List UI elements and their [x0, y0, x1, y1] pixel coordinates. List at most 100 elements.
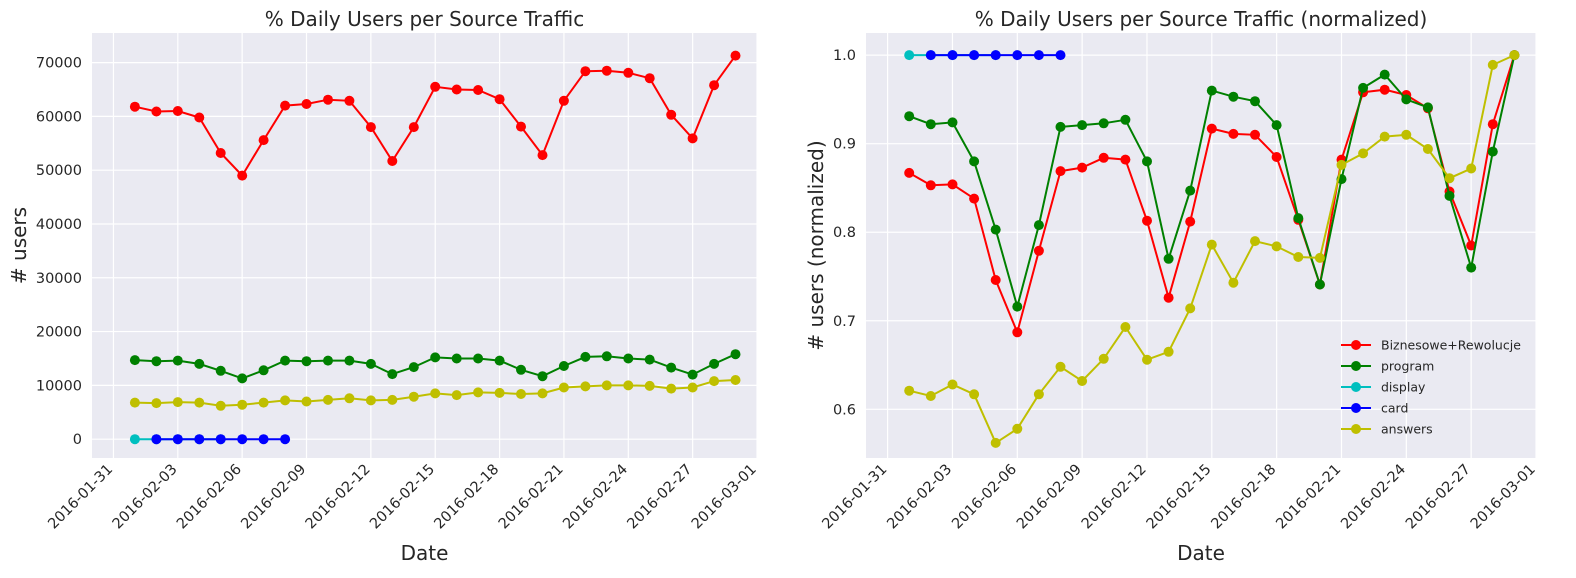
- data-point: [408, 391, 419, 402]
- data-point: [344, 355, 355, 366]
- data-point: [580, 66, 591, 77]
- data-point: [1077, 376, 1088, 386]
- data-point: [709, 358, 720, 369]
- data-point: [666, 383, 677, 394]
- data-point: [451, 390, 462, 401]
- legend-swatch-marker: [1351, 424, 1361, 434]
- data-point: [1012, 327, 1023, 338]
- data-point: [601, 351, 612, 362]
- data-point: [687, 382, 698, 393]
- data-point: [558, 361, 569, 371]
- data-point: [1271, 152, 1282, 162]
- data-point: [1271, 241, 1282, 252]
- data-point: [925, 180, 936, 191]
- legend-swatch-marker: [1351, 361, 1361, 371]
- data-point: [494, 355, 505, 366]
- x-tick-label: 2016-03-01: [1468, 462, 1539, 533]
- x-tick-labels-left: 2016-01-312016-02-032016-02-062016-02-09…: [45, 462, 759, 533]
- data-point: [925, 50, 936, 61]
- data-point: [1358, 82, 1369, 93]
- data-point: [1293, 213, 1304, 224]
- data-point: [258, 434, 269, 445]
- data-point: [1444, 173, 1455, 184]
- y-tick-label: 0.8: [833, 225, 856, 241]
- data-point: [601, 380, 612, 391]
- data-point: [537, 388, 548, 399]
- data-point: [430, 352, 441, 363]
- data-point: [237, 170, 248, 181]
- data-point: [365, 358, 376, 369]
- data-point: [430, 388, 441, 399]
- data-point: [1055, 361, 1066, 372]
- data-point: [387, 394, 398, 405]
- data-point: [687, 133, 698, 144]
- data-point: [1401, 94, 1412, 105]
- data-point: [1379, 84, 1390, 95]
- data-point: [129, 355, 140, 366]
- y-tick-label: 60000: [36, 109, 82, 125]
- data-point: [1120, 322, 1131, 332]
- data-point: [644, 73, 655, 84]
- data-point: [301, 396, 312, 407]
- data-point: [194, 112, 205, 123]
- x-tick-label: 2016-01-31: [820, 462, 891, 533]
- data-point: [1250, 96, 1260, 107]
- legend-entry: program: [1381, 359, 1434, 374]
- data-point: [730, 375, 741, 385]
- x-tick-label: 2016-02-18: [1209, 462, 1280, 533]
- data-point: [365, 122, 376, 133]
- x-tick-label: 2016-02-12: [1079, 462, 1150, 533]
- data-point: [1033, 220, 1044, 231]
- x-tick-label: 2016-02-21: [496, 462, 567, 533]
- data-point: [1077, 162, 1088, 173]
- data-point: [473, 387, 484, 398]
- data-point: [580, 381, 591, 392]
- data-point: [215, 434, 226, 445]
- data-point: [258, 365, 269, 376]
- legend-entry: answers: [1381, 422, 1433, 437]
- x-tick-label: 2016-02-24: [560, 462, 631, 533]
- data-point: [1077, 120, 1088, 131]
- y-tick-label: 40000: [36, 217, 82, 233]
- data-point: [1055, 166, 1066, 177]
- data-point: [258, 397, 269, 408]
- legend-entry: display: [1381, 380, 1426, 395]
- legend: Biznesowe+Rewolucje program display card ans…: [1341, 338, 1521, 437]
- x-tick-label: 2016-02-21: [1273, 462, 1344, 533]
- data-point: [172, 355, 183, 366]
- x-tick-label: 2016-03-01: [689, 462, 760, 533]
- data-point: [1185, 185, 1196, 196]
- data-point: [1228, 91, 1239, 102]
- data-point: [925, 119, 936, 130]
- data-point: [451, 84, 462, 95]
- data-point: [194, 358, 205, 369]
- data-point: [709, 80, 720, 91]
- y-tick-label: 1.0: [833, 48, 856, 64]
- data-point: [129, 434, 140, 445]
- data-point: [1055, 121, 1066, 132]
- data-point: [947, 117, 958, 128]
- data-point: [237, 399, 248, 410]
- data-point: [194, 397, 205, 408]
- y-tick-labels-left: 0 10000 20000 30000 40000 50000 60000 70000: [36, 56, 82, 449]
- data-point: [1163, 346, 1174, 357]
- x-tick-label: 2016-02-27: [1403, 462, 1474, 533]
- data-point: [1033, 245, 1044, 256]
- data-point: [1206, 85, 1217, 96]
- data-point: [151, 356, 162, 367]
- x-tick-label: 2016-02-06: [174, 462, 245, 533]
- y-axis-label-right: # users (normalized): [804, 140, 828, 350]
- data-point: [990, 224, 1001, 235]
- data-point: [1033, 389, 1044, 400]
- data-point: [1163, 292, 1174, 303]
- data-point: [969, 156, 980, 167]
- data-point: [558, 382, 569, 393]
- data-point: [537, 150, 548, 161]
- data-point: [473, 353, 484, 364]
- data-point: [365, 395, 376, 406]
- chart-left: 0 10000 20000 30000 40000 50000 60000 70000 201…: [7, 7, 760, 565]
- data-point: [537, 371, 548, 382]
- y-tick-label: 0: [73, 432, 82, 448]
- data-point: [1314, 279, 1325, 290]
